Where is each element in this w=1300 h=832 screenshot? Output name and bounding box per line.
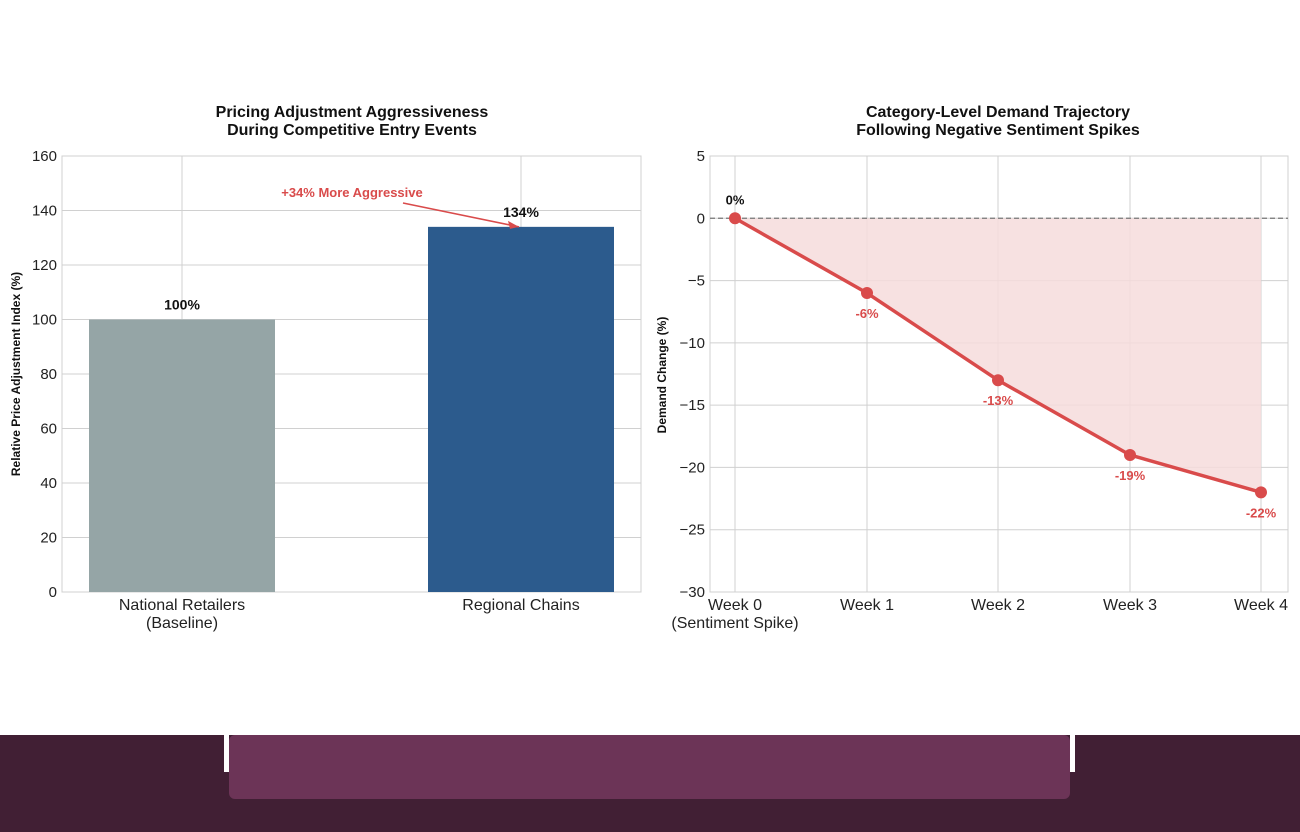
point-value-label: -6% — [855, 306, 879, 321]
point-value-label: 0% — [726, 192, 745, 207]
y-tick-label: −10 — [680, 335, 705, 352]
data-point — [729, 212, 741, 225]
annotation-arrow-head — [508, 220, 519, 229]
y-tick-label: 60 — [40, 421, 57, 438]
y-tick-label: 40 — [40, 475, 57, 492]
y-tick-label: 160 — [32, 148, 57, 165]
y-tick-label: 20 — [40, 530, 57, 547]
data-point — [1255, 486, 1267, 499]
y-axis-label: Relative Price Adjustment Index (%) — [9, 272, 23, 476]
x-tick-label: Week 4 — [1234, 597, 1288, 614]
y-tick-label: 0 — [49, 584, 57, 601]
y-tick-label: −30 — [680, 584, 705, 601]
point-value-label: -22% — [1246, 505, 1277, 520]
y-tick-label: −5 — [688, 273, 705, 290]
bottom-bar-divider-right — [1070, 735, 1075, 772]
bar-chart: 0 20 40 60 80 100 120 140 160 100% National Retail… — [9, 104, 642, 632]
x-tick-label: Week 3 — [1103, 597, 1157, 614]
bar-value-label: 134% — [503, 204, 539, 220]
bar — [89, 319, 275, 592]
x-tick-label: (Baseline) — [146, 615, 218, 632]
y-axis-label: Demand Change (%) — [655, 317, 669, 434]
y-tick-label: −15 — [680, 397, 705, 414]
demand-area — [735, 218, 1261, 493]
y-tick-label: 5 — [697, 148, 705, 165]
y-tick-label: −25 — [680, 522, 705, 539]
data-point — [861, 287, 873, 300]
x-tick-label: Regional Chains — [462, 597, 579, 614]
chart-title: Category-Level Demand Trajectory — [866, 104, 1130, 121]
data-point — [992, 374, 1004, 387]
y-tick-label: 140 — [32, 203, 57, 220]
bar — [428, 226, 614, 592]
y-tick-label: 80 — [40, 366, 57, 383]
y-tick-label: 120 — [32, 257, 57, 274]
chart-title: During Competitive Entry Events — [227, 122, 477, 139]
chart-title: Following Negative Sentiment Spikes — [856, 122, 1140, 139]
bar-value-label: 100% — [164, 297, 200, 313]
data-point — [1124, 448, 1136, 461]
chart-title: Pricing Adjustment Aggressiveness — [216, 104, 489, 121]
chart-canvas: 0 20 40 60 80 100 120 140 160 100% National Retail… — [9, 104, 1289, 632]
point-value-label: -13% — [983, 393, 1014, 408]
x-tick-label: (Sentiment Spike) — [671, 615, 798, 632]
y-tick-label: 0 — [697, 210, 705, 227]
annotation-label: +34% More Aggressive — [281, 185, 423, 200]
y-tick-label: 100 — [32, 312, 57, 329]
bottom-bar-divider-left — [224, 735, 229, 772]
point-value-label: -19% — [1115, 468, 1146, 483]
x-tick-label: Week 1 — [840, 597, 894, 614]
x-tick-label: Week 0 — [708, 597, 762, 614]
y-tick-label: −20 — [680, 459, 705, 476]
annotation-arrow-line — [402, 202, 520, 228]
x-tick-label: Week 2 — [971, 597, 1025, 614]
x-tick-label: National Retailers — [119, 597, 245, 614]
demand-line-chart: 5 0 −5 −10 −15 −20 −25 −30 0% Week 0(Sentiment Sp… — [655, 104, 1289, 632]
bottom-bar-panel — [229, 735, 1070, 799]
